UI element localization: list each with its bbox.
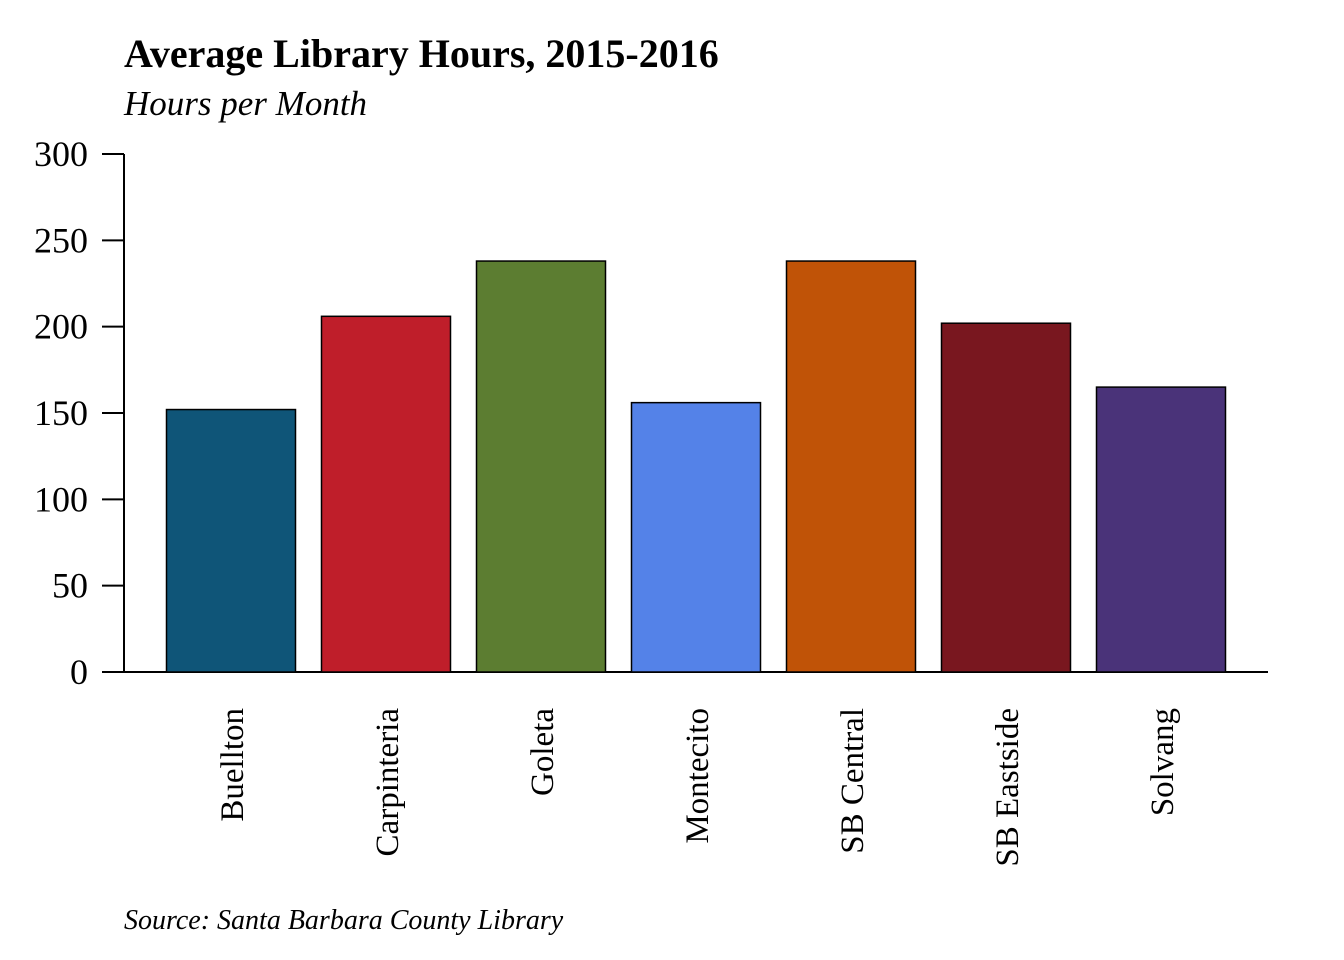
bar-series: [165, 260, 1227, 673]
x-tick-label: Solvang: [1145, 708, 1181, 816]
y-tick-label: 100: [34, 479, 88, 519]
chart-title: Average Library Hours, 2015-2016: [124, 31, 719, 76]
y-tick-label: 200: [34, 307, 88, 347]
x-tick-label: Goleta: [525, 708, 561, 796]
x-tick-label: Montecito: [680, 708, 716, 844]
bar: [940, 322, 1072, 673]
y-axis: 0 50 100 150 200 250 300: [34, 134, 125, 692]
bar: [630, 401, 762, 673]
bar: [475, 260, 607, 673]
y-tick-label: 50: [52, 566, 88, 606]
x-tick-label: Carpinteria: [370, 708, 406, 857]
x-tick-label: SB Eastside: [990, 708, 1026, 867]
x-tick-labels: Buellton Carpinteria Goleta Montecito SB Cen…: [215, 708, 1181, 867]
bar: [1095, 386, 1227, 673]
chart-source-note: Source: Santa Barbara County Library: [124, 905, 564, 936]
y-tick-label: 300: [34, 134, 88, 174]
chart-subtitle: Hours per Month: [124, 84, 368, 123]
bar: [320, 315, 452, 673]
x-tick-label: SB Central: [835, 708, 871, 854]
bar: [165, 408, 297, 673]
y-tick-label: 250: [34, 220, 88, 260]
x-tick-label: Buellton: [215, 708, 251, 822]
y-tick-label: 0: [70, 652, 88, 692]
bar: [785, 260, 917, 673]
y-tick-label: 150: [34, 393, 88, 433]
